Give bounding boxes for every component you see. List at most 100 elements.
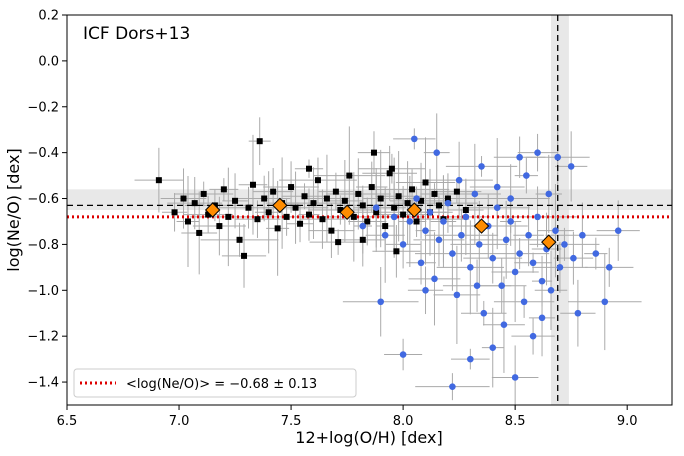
data-point-circle bbox=[520, 298, 528, 306]
data-point-square bbox=[236, 236, 243, 243]
data-point-circle bbox=[507, 195, 514, 202]
data-point-circle bbox=[556, 264, 564, 271]
solar-o-h-band bbox=[551, 15, 569, 405]
binned-diamond bbox=[204, 202, 221, 218]
x-tick-label: 8.0 bbox=[393, 414, 414, 429]
data-point-circle bbox=[399, 351, 407, 358]
data-point-square bbox=[196, 229, 203, 236]
data-point-square bbox=[254, 216, 261, 223]
data-point-square bbox=[314, 177, 321, 184]
data-point-square bbox=[386, 170, 393, 177]
data-point-circle bbox=[455, 176, 463, 184]
data-point-square bbox=[241, 252, 248, 259]
data-point-circle bbox=[552, 227, 559, 234]
reference-lines bbox=[67, 15, 672, 405]
data-point-square bbox=[171, 209, 178, 216]
data-point-square bbox=[388, 165, 395, 172]
data-point-circle bbox=[523, 172, 530, 179]
data-point-circle bbox=[417, 259, 425, 267]
data-point-circle bbox=[538, 277, 546, 285]
data-point-square bbox=[418, 197, 425, 204]
data-point-circle bbox=[422, 227, 429, 234]
legend-label-mean: <log(Ne/O)> = −0.68 ± 0.13 bbox=[126, 377, 317, 392]
legend-box bbox=[73, 368, 357, 398]
x-axis-label: 12+log(O/H) [dex] bbox=[295, 428, 442, 447]
y-tick-label: −1.0 bbox=[27, 284, 59, 299]
data-point-circle bbox=[574, 309, 582, 317]
data-point-circle bbox=[413, 195, 420, 202]
data-point-square bbox=[335, 239, 342, 246]
data-point-circle bbox=[453, 291, 461, 299]
data-point-circle bbox=[471, 190, 479, 198]
data-point-circle bbox=[570, 254, 577, 262]
data-point-square bbox=[368, 184, 375, 191]
data-point-circle bbox=[435, 236, 443, 244]
data-point-square bbox=[404, 200, 411, 207]
data-point-square bbox=[391, 204, 398, 211]
data-point-circle bbox=[534, 213, 541, 221]
binned-points bbox=[204, 197, 557, 250]
data-point-square bbox=[283, 213, 290, 220]
data-point-square bbox=[409, 186, 416, 193]
x-axis: 6.5 7.0 7.5 8.0 8.5 9.0 bbox=[57, 405, 638, 429]
binned-diamond bbox=[406, 202, 423, 218]
data-point-circle bbox=[390, 213, 398, 221]
data-point-square bbox=[270, 188, 277, 195]
data-point-circle bbox=[614, 227, 622, 234]
data-point-square bbox=[185, 218, 191, 225]
data-point-square bbox=[180, 195, 187, 202]
data-point-square bbox=[350, 213, 357, 220]
data-point-circle bbox=[554, 153, 562, 161]
data-point-square bbox=[462, 207, 469, 213]
data-point-circle bbox=[592, 250, 600, 257]
data-point-circle bbox=[426, 208, 434, 216]
data-point-circle bbox=[444, 199, 452, 207]
data-point-circle bbox=[462, 213, 470, 221]
data-point-circle bbox=[449, 250, 456, 257]
data-point-circle bbox=[475, 241, 483, 248]
data-point-square bbox=[319, 216, 326, 223]
data-point-circle bbox=[493, 204, 501, 212]
binned-diamond bbox=[272, 197, 288, 214]
data-point-circle bbox=[605, 264, 613, 271]
y-tick-label: −0.8 bbox=[27, 238, 59, 253]
data-point-circle bbox=[489, 254, 497, 262]
data-point-circle bbox=[561, 241, 568, 248]
data-point-square bbox=[359, 202, 366, 209]
data-point-circle bbox=[381, 231, 389, 239]
data-point-square bbox=[355, 190, 362, 197]
data-point-square bbox=[245, 204, 252, 211]
data-point-circle bbox=[422, 286, 429, 294]
data-point-square bbox=[155, 177, 162, 184]
data-point-circle bbox=[529, 259, 537, 267]
data-point-circle bbox=[507, 218, 514, 225]
data-point-square bbox=[370, 149, 377, 156]
x-tick-label: 9.0 bbox=[617, 414, 638, 429]
data-point-square bbox=[306, 211, 312, 218]
data-point-square bbox=[306, 165, 312, 172]
data-point-square bbox=[265, 209, 272, 216]
y-tick-label: −0.2 bbox=[27, 100, 59, 115]
data-point-circle bbox=[440, 218, 447, 225]
x-tick-label: 7.0 bbox=[169, 414, 190, 429]
data-point-circle bbox=[372, 204, 380, 212]
y-axis-label: log(Ne/O) [dex] bbox=[4, 148, 23, 271]
data-point-circle bbox=[538, 314, 546, 322]
data-point-square bbox=[359, 236, 366, 243]
data-point-square bbox=[395, 193, 402, 200]
data-point-square bbox=[400, 211, 407, 218]
y-tick-label: −0.4 bbox=[27, 146, 59, 161]
y-axis: −1.4 −1.2 −1.0 −0.8 −0.6 −0.4 −0.2 0.0 0.2 bbox=[27, 9, 67, 391]
data-point-square bbox=[288, 184, 295, 191]
plot-frame bbox=[66, 14, 673, 406]
solar-ne-o-band bbox=[67, 189, 672, 210]
data-point-circle bbox=[516, 153, 523, 161]
data-point-square bbox=[328, 227, 335, 234]
data-point-square bbox=[220, 186, 227, 193]
data-point-circle bbox=[567, 163, 575, 170]
data-point-square bbox=[341, 197, 348, 204]
binned-diamond bbox=[339, 204, 355, 221]
data-point-circle bbox=[467, 264, 474, 271]
data-point-square bbox=[301, 193, 308, 200]
